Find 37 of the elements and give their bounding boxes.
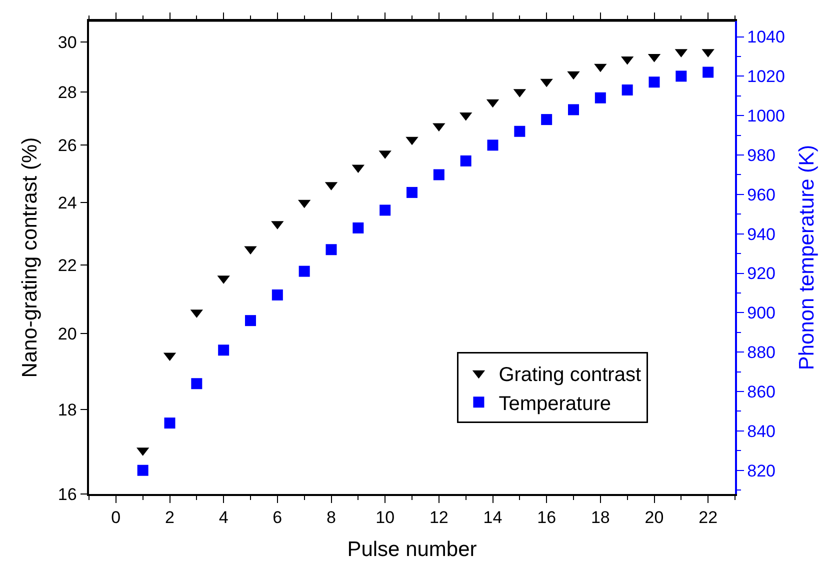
x-tick-label: 8: [326, 508, 336, 528]
x-axis-title: Pulse number: [347, 538, 477, 561]
x-tick-label: 14: [483, 508, 502, 528]
y-tick-label: 18: [58, 400, 77, 420]
y2-axis-title: Phonon temperature (K): [796, 144, 819, 370]
y2-tick-label: 860: [747, 382, 776, 402]
y2-tick-label: 820: [747, 461, 776, 480]
legend-label: Grating contrast: [498, 364, 642, 386]
x-tick-label: 12: [429, 508, 448, 528]
x-tick-label: 6: [272, 508, 282, 528]
x-tick-label: 16: [537, 508, 556, 528]
x-tick-label: 18: [590, 508, 610, 528]
x-tick-label: 2: [165, 508, 174, 528]
y2-tick-label: 920: [747, 264, 776, 284]
y2-tick-label: 840: [747, 422, 776, 441]
y-tick-label: 16: [58, 484, 77, 504]
y2-tick-label: 1040: [747, 28, 785, 47]
legend-label: Temperature: [498, 392, 611, 415]
y-tick-label: 22: [58, 256, 77, 276]
x-tick-label: 22: [698, 508, 718, 528]
y-tick-label: 26: [58, 136, 77, 156]
x-tick-label: 10: [376, 508, 395, 528]
y2-tick-label: 960: [747, 185, 776, 204]
y2-tick-label: 980: [747, 146, 776, 165]
x-tick-label: 0: [111, 508, 121, 528]
y-tick-label: 20: [58, 324, 77, 344]
y2-tick-label: 880: [747, 343, 776, 362]
x-tick-label: 4: [218, 508, 228, 528]
x-tick-label: 20: [644, 508, 664, 528]
y2-tick-label: 940: [747, 224, 776, 244]
y2-tick-label: 900: [747, 304, 776, 323]
y-tick-label: 24: [58, 194, 77, 213]
y-tick-label: 30: [58, 33, 77, 52]
y2-tick-label: 1000: [747, 106, 785, 126]
y2-tick-label: 1020: [747, 67, 785, 86]
y-axis-title: Nano-grating contrast (%): [18, 137, 42, 378]
y-tick-label: 28: [58, 82, 77, 102]
